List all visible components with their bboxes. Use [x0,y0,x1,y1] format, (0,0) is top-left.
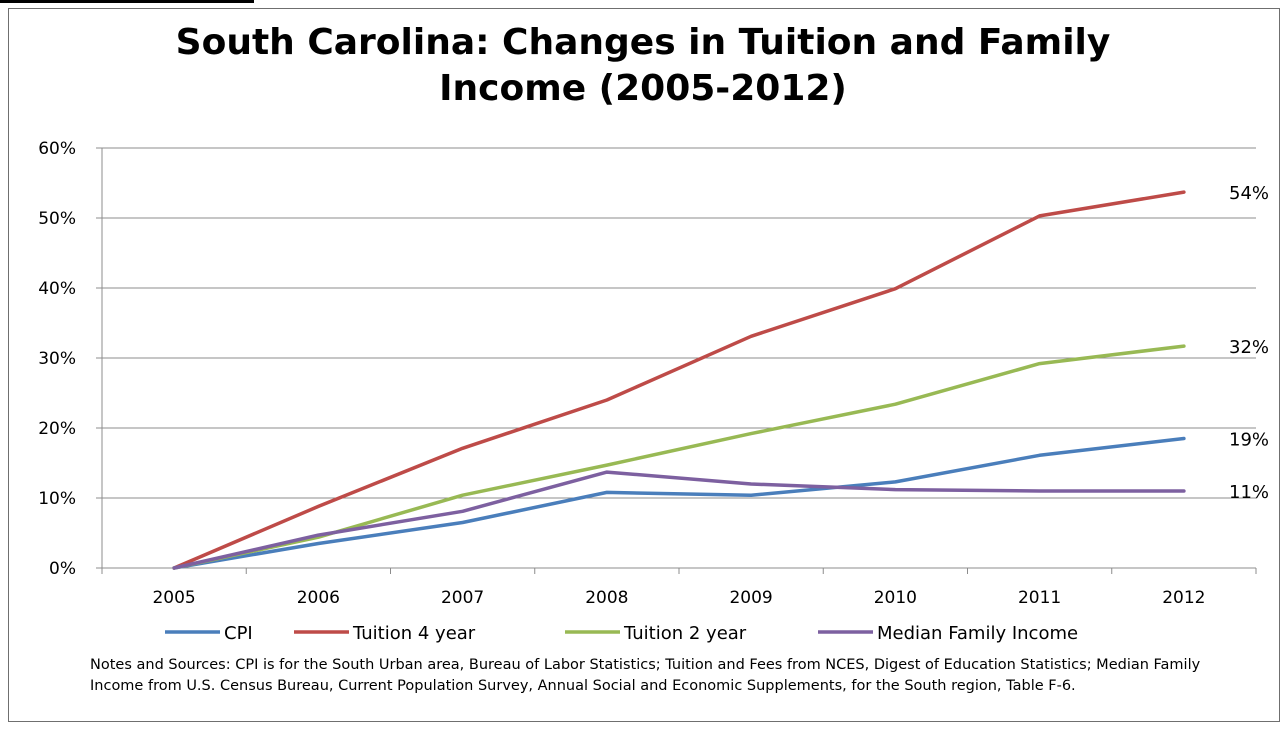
series-line [172,470,1186,570]
data-label: 32% [1229,337,1269,358]
chart-frame [8,8,1280,722]
x-tick-label: 2006 [297,588,340,608]
series-line [172,190,1186,570]
legend-label: CPI [224,623,253,644]
y-tick-label: 0% [49,559,76,579]
series-line [172,436,1186,570]
x-tick-label: 2011 [1018,588,1061,608]
x-tick-label: 2008 [585,588,628,608]
top-rule [0,0,254,3]
data-label: 11% [1229,482,1269,503]
y-tick-label: 50% [38,209,76,229]
x-tick-label: 2005 [152,588,195,608]
notes-and-sources: Notes and Sources: CPI is for the South … [90,657,1201,694]
y-tick-label: 40% [38,279,76,299]
chart-title-line-2: Income (2005-2012) [439,68,847,109]
x-tick-label: 2009 [729,588,772,608]
y-tick-label: 20% [38,419,76,439]
x-tick-label: 2012 [1162,588,1205,608]
y-tick-label: 10% [38,489,76,509]
chart-title-line-1: South Carolina: Changes in Tuition and F… [175,22,1111,63]
y-tick-label: 30% [38,349,76,369]
data-label: 19% [1229,430,1269,451]
x-tick-label: 2007 [441,588,484,608]
data-label: 54% [1229,183,1269,204]
y-tick-label: 60% [38,139,76,159]
x-tick-label: 2010 [874,588,917,608]
legend-label: Median Family Income [877,623,1078,644]
chart-title: South Carolina: Changes in Tuition and F… [0,20,1286,112]
legend-label: Tuition 4 year [352,623,476,644]
legend-label: Tuition 2 year [623,623,747,644]
